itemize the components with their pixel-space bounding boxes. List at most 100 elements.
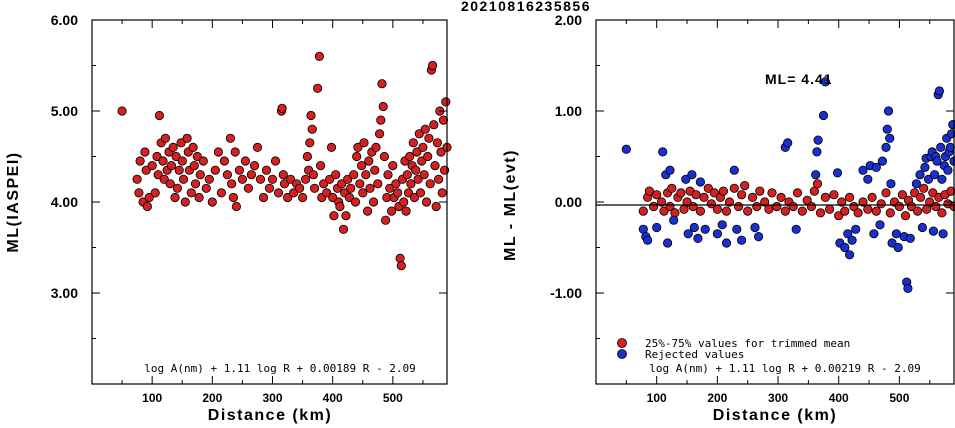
right-data-point <box>752 201 762 212</box>
left-data-point <box>142 201 152 212</box>
left-data-point <box>338 224 349 234</box>
right-data-point <box>682 197 692 207</box>
left-data-point <box>186 188 196 198</box>
left-data-point <box>170 192 180 203</box>
left-data-point <box>383 170 393 180</box>
right-data-point <box>695 206 706 216</box>
right-data-point <box>920 162 930 172</box>
legend: 25%-75% values for trimmed mean Rejected… <box>617 337 850 361</box>
left-data-point <box>201 183 211 193</box>
left-data-point <box>414 129 424 139</box>
right-data-point <box>644 186 655 196</box>
left-data-point <box>361 170 371 180</box>
left-data-point <box>198 156 208 166</box>
left-data-point <box>399 197 409 207</box>
right-data-point <box>820 77 831 87</box>
left-ytick-label: 3.00 <box>51 285 78 301</box>
right-data-point <box>733 201 744 212</box>
right-data-point <box>936 142 946 152</box>
right-data-point <box>717 220 727 230</box>
left-data-point <box>177 156 187 166</box>
right-data-point <box>662 238 673 248</box>
right-data-point <box>871 162 881 172</box>
right-data-point <box>938 229 948 239</box>
left-data-point <box>297 192 308 203</box>
left-data-point <box>172 183 182 193</box>
right-data-point <box>887 238 897 248</box>
left-data-point <box>204 174 214 184</box>
right-data-point <box>882 124 892 134</box>
ml-annotation: ML= 4.41 <box>765 71 833 87</box>
right-xlabel: Distance (km) <box>713 407 837 424</box>
left-data-point <box>314 51 324 62</box>
left-data-point <box>350 197 361 207</box>
left-data-point <box>423 151 433 162</box>
left-data-point <box>308 170 318 180</box>
right-data-point <box>718 186 729 196</box>
left-data-point <box>331 170 341 180</box>
right-data-point <box>812 147 822 157</box>
right-data-point <box>945 142 955 152</box>
left-data-point <box>261 165 272 175</box>
left-data-point <box>368 197 379 207</box>
right-data-point <box>681 174 691 184</box>
left-data-point <box>315 161 326 171</box>
left-data-point <box>353 142 363 152</box>
left-data-point <box>406 179 416 189</box>
right-data-point <box>871 206 881 216</box>
right-data-point <box>824 204 835 214</box>
left-data-point <box>429 120 439 130</box>
left-data-point <box>158 156 168 166</box>
right-data-point <box>837 197 847 207</box>
right-data-point <box>772 201 782 212</box>
figure-title: 20210816235856 <box>461 0 591 14</box>
right-data-point <box>699 192 709 202</box>
left-yticks: 6.00 5.00 4.00 3.00 <box>51 12 447 385</box>
left-data-point <box>378 101 388 112</box>
right-data-point <box>925 197 935 207</box>
left-data-point <box>194 192 204 203</box>
right-data-point <box>893 242 903 253</box>
right-data-point <box>867 192 877 202</box>
left-data-point <box>306 110 316 121</box>
right-data-point <box>928 226 939 236</box>
right-xticks: 100 200 300 400 500 <box>625 20 931 405</box>
right-data-point <box>875 220 885 230</box>
left-xtick-label: 100 <box>142 391 162 405</box>
right-data-point <box>820 192 831 202</box>
right-data-point <box>919 183 929 193</box>
left-xtick-label: 200 <box>202 391 222 405</box>
right-data-point <box>832 168 843 178</box>
left-data-point <box>207 197 217 207</box>
left-data-point <box>227 179 237 189</box>
left-data-point <box>171 151 181 162</box>
right-data-point <box>724 197 735 207</box>
left-data-point <box>421 197 432 207</box>
right-data-point <box>858 165 868 175</box>
left-xticks: 100 200 300 400 500 <box>121 20 424 405</box>
left-data-point <box>228 192 238 203</box>
right-data-point <box>811 170 821 180</box>
right-data-point <box>736 235 747 245</box>
right-data-point <box>648 201 659 212</box>
left-data-point <box>365 183 375 193</box>
right-data-point <box>900 211 911 221</box>
left-data-point <box>374 129 385 139</box>
right-data-point <box>840 242 850 253</box>
right-data-point <box>894 201 905 212</box>
right-data-point <box>863 174 873 184</box>
right-data-point <box>700 224 710 234</box>
right-data-point <box>747 192 758 202</box>
left-data-point <box>189 161 199 171</box>
right-data-point <box>688 201 698 212</box>
right-data-point <box>931 201 941 212</box>
right-data-point <box>903 283 913 293</box>
legend-marker-trimmed <box>617 338 627 348</box>
right-data-point <box>851 224 861 234</box>
left-data-point <box>278 170 288 180</box>
right-data-point <box>753 232 764 242</box>
left-data-point <box>424 133 434 143</box>
left-data-point <box>258 192 269 203</box>
left-data-point <box>180 197 190 207</box>
